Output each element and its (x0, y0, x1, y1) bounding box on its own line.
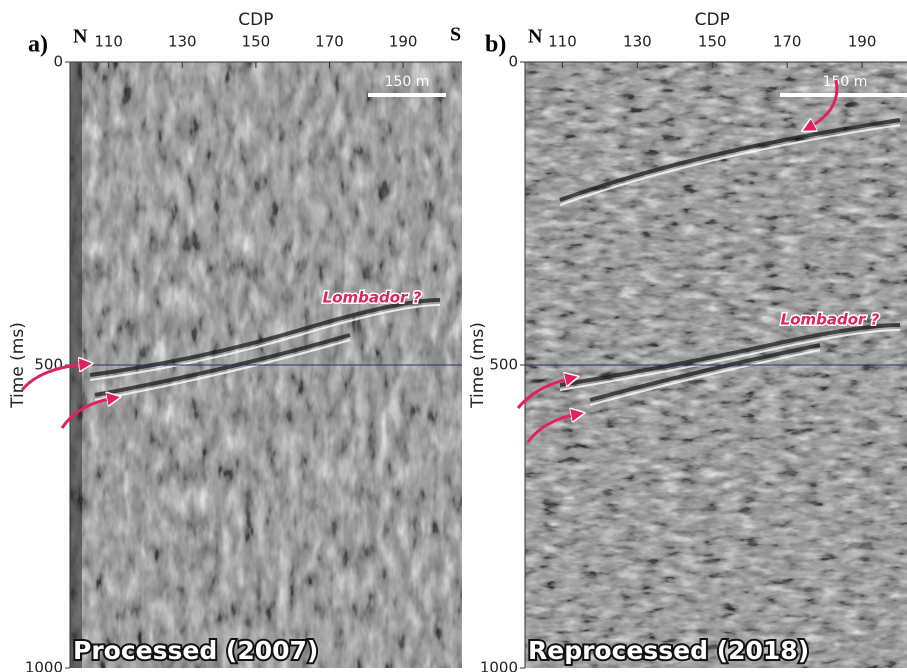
x-axis-title: CDP (695, 10, 730, 30)
annotation: Lombador ? (781, 311, 880, 329)
annotation: Lombador ? (323, 289, 422, 307)
reflector-dark (94, 333, 351, 397)
y-tick-label: 1000 (25, 659, 63, 672)
x-tick-label: 130 (623, 33, 652, 51)
reflector-light (89, 304, 441, 381)
reflector-dark (559, 323, 901, 387)
north-label: N (528, 26, 543, 48)
y-axis-title: Time (ms) (8, 322, 28, 409)
x-tick-label: 150 (242, 33, 271, 51)
x-tick-label: 190 (848, 33, 877, 51)
arrow (60, 398, 114, 429)
panel-label: a) (28, 32, 48, 58)
arrow (808, 79, 839, 128)
south-label: S (450, 24, 461, 46)
reflector-light (94, 339, 351, 401)
x-tick-label: 170 (315, 33, 344, 51)
arrow (516, 378, 572, 409)
reflector-light (589, 349, 821, 406)
x-tick-label: 170 (773, 33, 802, 51)
y-tick-label: 0 (508, 53, 518, 71)
y-tick-label: 0 (53, 53, 63, 71)
caption: Reprocessed (2018) (528, 636, 809, 665)
panel-label: b) (485, 32, 506, 58)
reflector-dark (589, 343, 821, 402)
north-label: N (73, 26, 88, 48)
x-tick-label: 190 (389, 33, 418, 51)
arrow (526, 414, 578, 443)
x-axis-title: CDP (238, 10, 273, 30)
scale-bar-label: 150 m (385, 74, 430, 90)
arrow (20, 364, 86, 391)
reflector-light (559, 329, 901, 391)
y-tick-label: 500 (489, 356, 518, 374)
x-tick-label: 110 (548, 33, 577, 51)
reflector-dark (559, 118, 901, 202)
scale-bar-label: 150 m (823, 74, 868, 90)
x-tick-label: 130 (168, 33, 197, 51)
y-tick-label: 1000 (480, 659, 518, 672)
x-tick-label: 150 (698, 33, 727, 51)
x-tick-label: 110 (94, 33, 123, 51)
y-axis-title: Time (ms) (468, 322, 488, 409)
reflector-light (559, 124, 901, 206)
caption: Processed (2007) (73, 636, 318, 665)
